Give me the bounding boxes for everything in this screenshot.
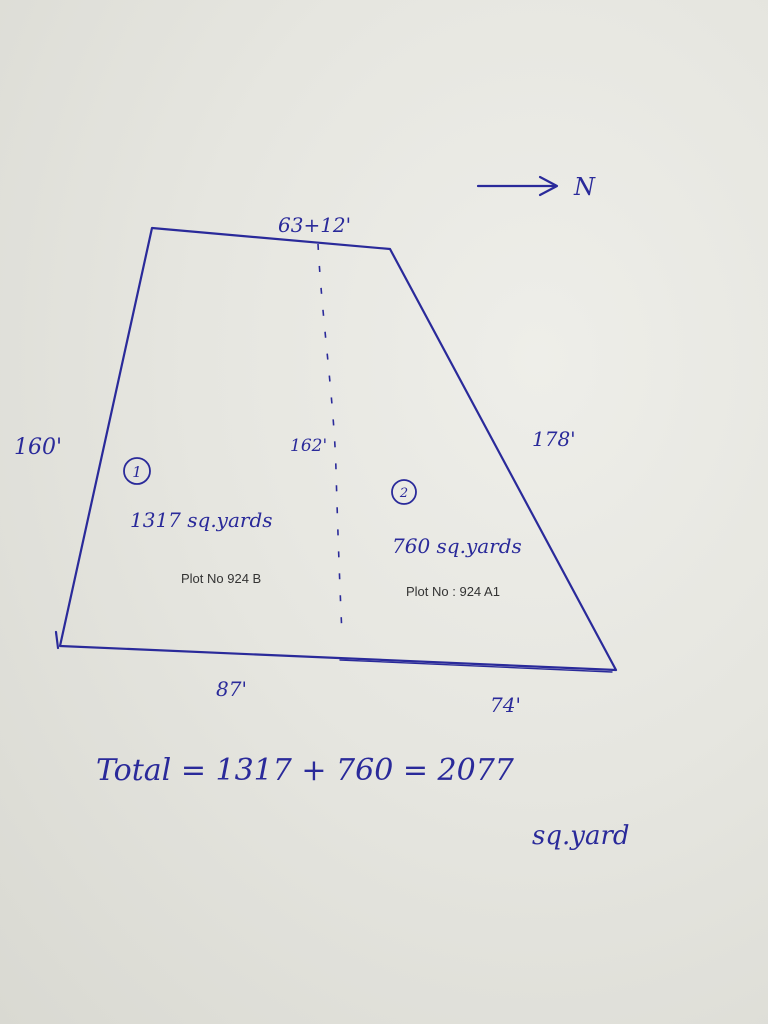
total-calculation: Total = 1317 + 760 = 2077 sq.yard	[96, 753, 630, 851]
plot-1-label: Plot No 924 B	[181, 571, 261, 586]
plot-1-number-circle	[123, 457, 151, 485]
plot-2-number: 2	[399, 486, 408, 501]
left-dimension: 160'	[14, 435, 62, 460]
plot-2: 2 760 sq.yards Plot No : 924 A1	[391, 479, 522, 599]
bottom-left-dimension: 87'	[216, 677, 247, 701]
plot-1-area: 1317 sq.yards	[130, 508, 273, 532]
total-unit: sq.yard	[532, 821, 630, 851]
north-label: N	[573, 173, 596, 201]
corner-mark	[54, 630, 60, 650]
plot-2-number-circle	[391, 479, 417, 505]
north-arrow-head	[538, 175, 559, 197]
bottom-right-dimension: 74'	[490, 693, 521, 717]
middle-dimension: 162'	[290, 436, 327, 456]
plot-2-label: Plot No : 924 A1	[406, 584, 500, 599]
plot-boundary	[58, 226, 618, 672]
boundary-double-line	[339, 659, 613, 673]
north-arrow: N	[476, 173, 596, 201]
right-dimension: 178'	[532, 427, 576, 451]
plot-1: 1 1317 sq.yards Plot No 924 B	[123, 457, 273, 586]
total-line: Total = 1317 + 760 = 2077	[96, 753, 515, 788]
plot-2-area: 760 sq.yards	[392, 534, 522, 558]
top-dimension: 63+12'	[278, 213, 351, 237]
plot-1-number: 1	[132, 463, 142, 481]
